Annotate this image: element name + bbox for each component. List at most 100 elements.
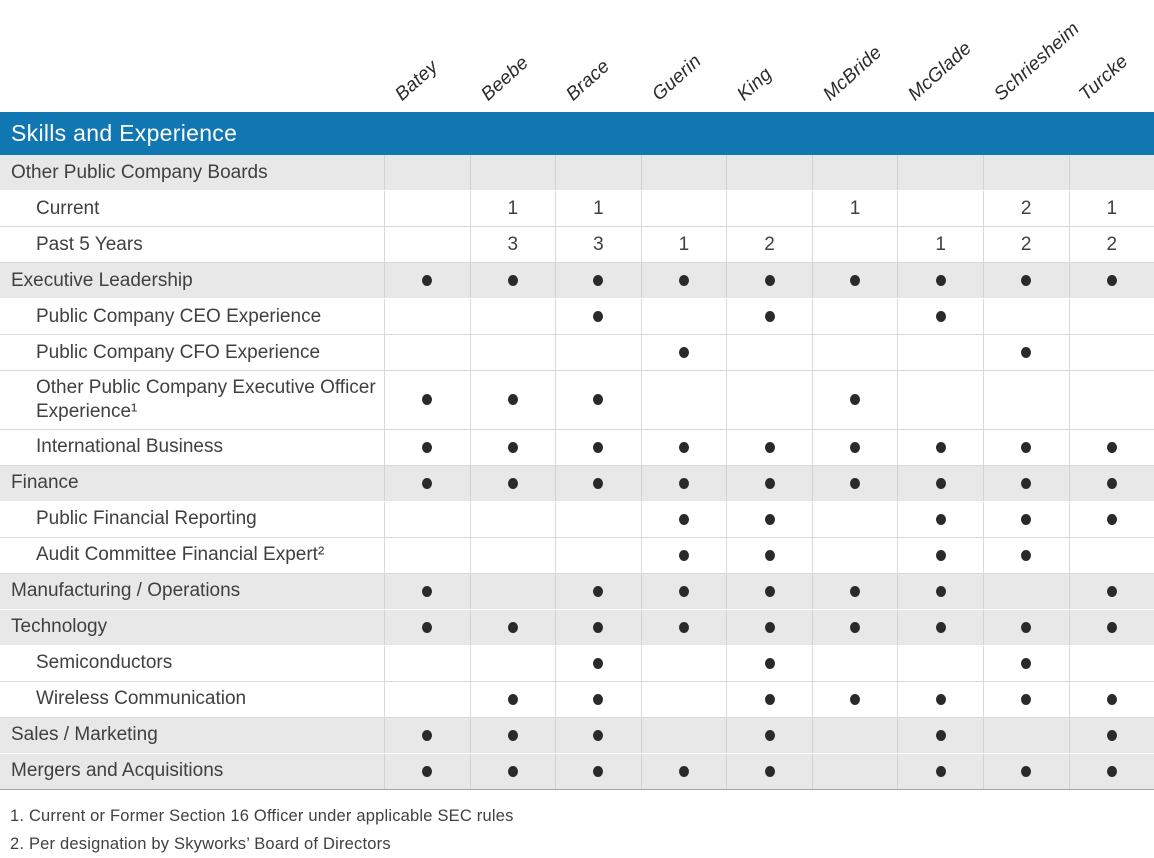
matrix-cell — [982, 155, 1069, 190]
skill-row: Public Company CEO Experience — [0, 299, 1154, 335]
row-label: Mergers and Acquisitions — [11, 760, 224, 782]
matrix-cell — [897, 429, 983, 465]
matrix-cell — [1068, 155, 1154, 190]
dot-marker — [1106, 477, 1117, 489]
dot-marker — [935, 621, 946, 633]
footnotes: 1. Current or Former Section 16 Officer … — [0, 790, 1154, 853]
dot-marker — [593, 275, 604, 286]
dot-marker — [678, 765, 689, 777]
matrix-cell — [640, 465, 727, 501]
matrix-cell — [555, 501, 641, 537]
matrix-cell — [1068, 371, 1154, 429]
matrix-cell — [897, 681, 983, 717]
skills-table-body: Other Public Company Boards Current 1 1 1 2 1 P… — [0, 155, 1154, 790]
matrix-cell — [469, 753, 556, 789]
matrix-cell — [811, 299, 898, 334]
dot-marker — [678, 513, 689, 525]
row-label: Executive Leadership — [11, 269, 193, 291]
matrix-cell — [640, 335, 727, 370]
dot-marker — [507, 441, 518, 453]
dot-marker — [850, 621, 861, 633]
matrix-cell: 1 — [555, 191, 641, 226]
dot-marker — [1021, 693, 1032, 705]
matrix-cell — [555, 335, 641, 370]
dot-marker — [935, 513, 946, 525]
matrix-cell — [1068, 609, 1154, 645]
dot-marker — [764, 441, 775, 453]
dot-marker — [764, 549, 775, 561]
row-label: Sales / Marketing — [11, 724, 158, 746]
matrix-cell — [811, 155, 898, 190]
director-name: Guerin — [647, 50, 706, 106]
dot-marker — [764, 729, 775, 741]
dot-marker — [1021, 549, 1032, 561]
dot-marker — [935, 441, 946, 453]
dot-marker — [1021, 657, 1032, 669]
dot-marker — [422, 441, 433, 453]
matrix-cell — [384, 299, 470, 334]
matrix-cell — [982, 371, 1069, 429]
matrix-cell: 2 — [1068, 227, 1154, 262]
matrix-cell — [384, 155, 470, 190]
dot-marker — [850, 394, 861, 406]
dot-marker — [1021, 477, 1032, 489]
matrix-cell — [384, 573, 470, 609]
dot-marker — [422, 765, 433, 777]
director-name: Batey — [391, 56, 443, 106]
dot-marker — [1106, 729, 1117, 741]
row-label: Audit Committee Financial Expert² — [36, 544, 325, 566]
dot-marker — [1106, 441, 1117, 453]
matrix-cell — [469, 335, 556, 370]
skill-row: Wireless Communication — [0, 681, 1154, 718]
row-label: International Business — [36, 436, 223, 458]
matrix-cell — [1068, 335, 1154, 370]
row-label: Other Public Company Executive Officer E… — [36, 377, 376, 422]
matrix-cell — [982, 609, 1069, 645]
matrix-cell — [469, 429, 556, 465]
matrix-cell — [469, 371, 556, 429]
matrix-cell — [555, 753, 641, 789]
matrix-cell — [640, 155, 727, 190]
matrix-cell — [726, 371, 812, 429]
skill-row: Other Public Company Executive Officer E… — [0, 371, 1154, 430]
dot-marker — [593, 657, 604, 669]
dot-marker — [593, 441, 604, 453]
matrix-cell — [897, 645, 983, 681]
matrix-cell — [726, 537, 812, 573]
dot-marker — [935, 729, 946, 741]
dot-marker — [1021, 275, 1032, 286]
row-label: Technology — [11, 616, 108, 638]
matrix-cell — [384, 609, 470, 645]
matrix-cell — [982, 573, 1069, 609]
dot-marker — [764, 311, 775, 322]
dot-marker — [764, 657, 775, 669]
matrix-cell — [1068, 429, 1154, 465]
skill-row: Semiconductors — [0, 645, 1154, 682]
matrix-cell — [555, 537, 641, 573]
matrix-cell — [1068, 681, 1154, 717]
matrix-cell — [555, 371, 641, 429]
dot-marker — [935, 585, 946, 597]
matrix-cell — [982, 263, 1069, 298]
dot-marker — [764, 765, 775, 777]
director-name: King — [733, 63, 777, 106]
dot-marker — [935, 549, 946, 561]
dot-marker — [850, 275, 861, 286]
dot-marker — [935, 693, 946, 705]
dot-marker — [593, 729, 604, 741]
section-row: Manufacturing / Operations — [0, 573, 1154, 610]
matrix-cell — [982, 753, 1069, 789]
dot-marker — [764, 621, 775, 633]
matrix-cell — [811, 537, 898, 573]
matrix-cell — [384, 645, 470, 681]
matrix-cell — [1068, 299, 1154, 334]
dot-marker — [678, 621, 689, 633]
dot-marker — [1106, 693, 1117, 705]
row-label: Manufacturing / Operations — [11, 580, 241, 602]
matrix-cell — [555, 429, 641, 465]
matrix-cell — [384, 335, 470, 370]
matrix-cell — [811, 335, 898, 370]
matrix-cell — [469, 501, 556, 537]
director-name: Beebe — [476, 52, 533, 106]
director-name: Turcke — [1075, 50, 1133, 106]
